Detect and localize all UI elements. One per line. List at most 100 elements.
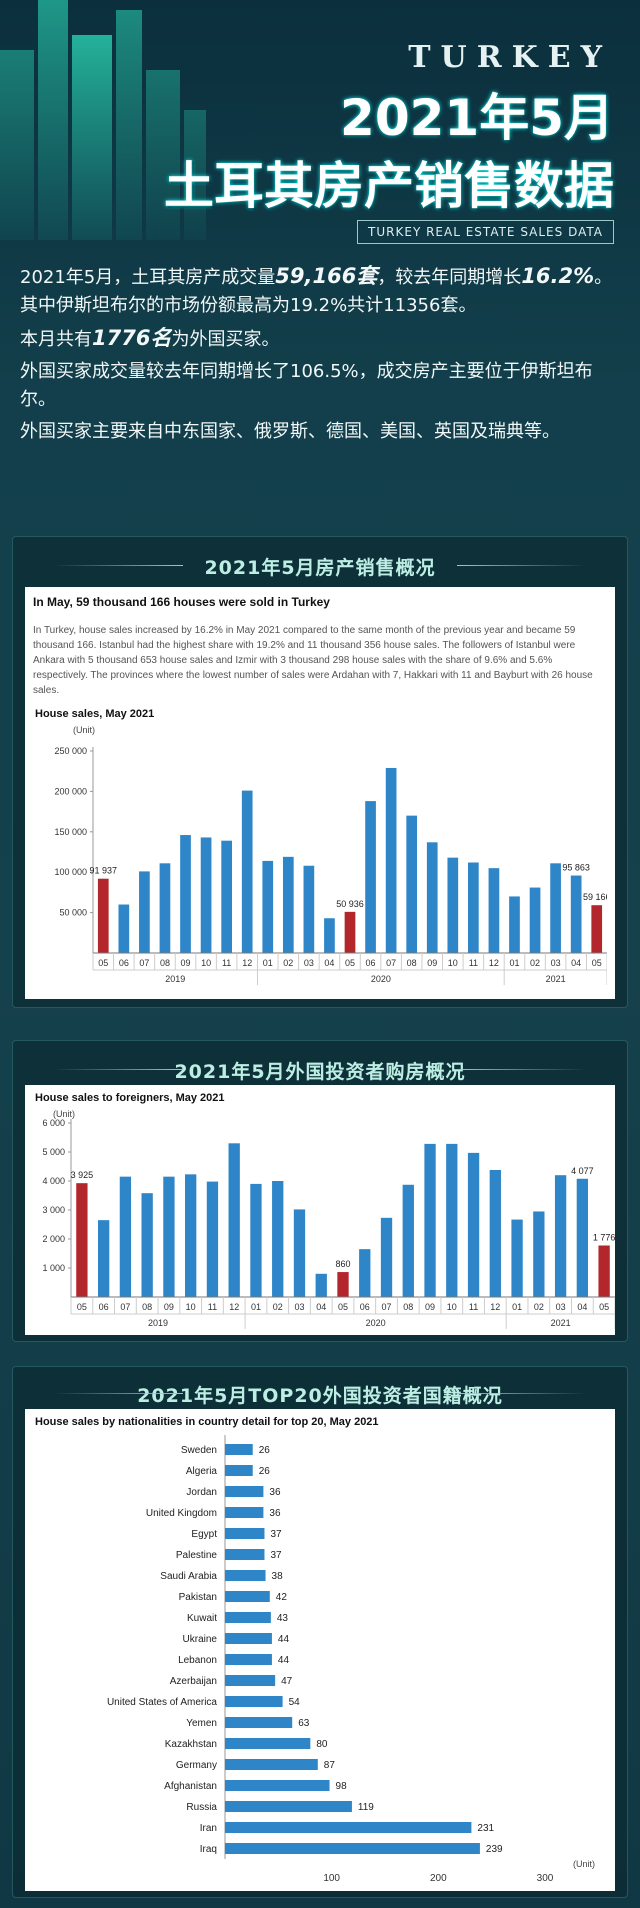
- intro-paragraph-3: 外国买家成交量较去年同期增长了106.5%，成交房产主要位于伊斯坦布尔。: [20, 361, 593, 410]
- x-tick-label: 10: [186, 1302, 196, 1312]
- x-tick-label: 11: [208, 1302, 217, 1312]
- x-tick-label: 06: [360, 1302, 370, 1312]
- data-label: 44: [278, 1634, 290, 1645]
- x-tick-label: 04: [571, 958, 581, 968]
- intro-paragraph-4: 外国买家主要来自中东国家、俄罗斯、德国、美国、英国及瑞典等。: [20, 421, 560, 442]
- intro-p1-a: 2021年5月，土耳其房产成交量: [20, 267, 276, 288]
- bar: [225, 1570, 266, 1581]
- bar: [489, 1169, 501, 1297]
- panel-foreign-sales: 2021年5月外国投资者购房概况 House sales to foreigne…: [12, 1040, 628, 1342]
- bar: [225, 1822, 472, 1833]
- data-label: 3 925: [71, 1170, 94, 1180]
- intro-p2-b: 为外国买家。: [171, 329, 280, 350]
- x-tick-label: 02: [273, 1302, 283, 1312]
- bar: [359, 1249, 371, 1297]
- chart-unit-label: (Unit): [573, 1859, 595, 1869]
- x-tick-label: 05: [592, 958, 602, 968]
- data-label: 91 937: [90, 866, 118, 876]
- intro-p1-b: ，较去年同期增长: [377, 267, 522, 288]
- y-tick-label: 5 000: [42, 1147, 65, 1157]
- x-tick-label: 04: [316, 1302, 326, 1312]
- nationalities-card: House sales by nationalities in country …: [25, 1409, 615, 1891]
- x-tick-label: 03: [294, 1302, 304, 1312]
- x-tick-label: 01: [509, 958, 519, 968]
- category-label: United States of America: [107, 1697, 217, 1708]
- bar: [303, 865, 315, 953]
- bar: [225, 1444, 253, 1455]
- x-tick-label: 300: [537, 1873, 554, 1884]
- x-tick-label: 200: [430, 1873, 447, 1884]
- bar: [511, 1219, 523, 1297]
- bar: [225, 1528, 265, 1539]
- y-tick-label: 3 000: [42, 1205, 65, 1215]
- nationalities-chart: House sales by nationalities in country …: [35, 1416, 595, 1884]
- x-tick-label: 05: [345, 958, 355, 968]
- intro-p1-c: 。其中伊斯坦布尔的市场份额最高为19.2%共计11356套。: [20, 267, 613, 316]
- chart-title: House sales, May 2021: [35, 708, 154, 720]
- x-tick-label: 04: [324, 958, 334, 968]
- bar: [509, 896, 520, 953]
- bar: [385, 767, 397, 953]
- panel-nationalities-title: 2021年5月TOP20外国投资者国籍概况: [13, 1381, 627, 1408]
- house-sales-chart: House sales, May 2021 (Unit) 50 000 100 000…: [35, 708, 607, 985]
- intro-p1-growth: 16.2%: [521, 264, 595, 288]
- x-tick-label: 06: [119, 958, 129, 968]
- data-label: 860: [335, 1259, 350, 1269]
- data-label: 36: [269, 1487, 281, 1498]
- bar: [550, 863, 561, 953]
- bar: [225, 1612, 271, 1623]
- data-label: 59 166: [583, 892, 607, 902]
- panel-house-sales: 2021年5月房产销售概况 In May, 59 thousand 166 ho…: [12, 536, 628, 1008]
- bar: [141, 1193, 153, 1297]
- category-label: Saudi Arabia: [160, 1571, 217, 1582]
- x-tick-label: 02: [534, 1302, 544, 1312]
- bar: [250, 1183, 262, 1297]
- bar: [225, 1654, 272, 1665]
- bar: [402, 1184, 414, 1297]
- bar: [225, 1486, 264, 1497]
- data-label: 50 936: [336, 899, 364, 909]
- bar: [200, 837, 212, 953]
- bar: [406, 815, 418, 953]
- year-label: 2019: [148, 1318, 168, 1328]
- x-tick-label: 08: [142, 1302, 152, 1312]
- hero-banner: TURKEY 2021年5月 土耳其房产销售数据: [0, 0, 640, 240]
- category-label: Russia: [186, 1802, 217, 1813]
- x-tick-label: 03: [556, 1302, 566, 1312]
- bar: [324, 918, 335, 953]
- data-label: 38: [272, 1571, 284, 1582]
- bar: [225, 1507, 264, 1518]
- category-label: Germany: [176, 1760, 217, 1771]
- x-tick-label: 100: [323, 1873, 340, 1884]
- bar: [262, 860, 274, 953]
- intro-p2-foreign: 1776名: [92, 326, 172, 350]
- bar: [533, 1211, 545, 1297]
- bar: [315, 1273, 327, 1297]
- y-tick-label: 200 000: [54, 786, 87, 796]
- bar: [225, 1675, 276, 1686]
- data-label: 95 863: [562, 863, 590, 873]
- x-tick-label: 12: [229, 1302, 239, 1312]
- data-label: 239: [486, 1844, 503, 1855]
- intro-p1-total: 59,166套: [275, 264, 378, 288]
- bar: [225, 1843, 480, 1854]
- category-label: Jordan: [186, 1487, 217, 1498]
- bar: [76, 1183, 88, 1297]
- x-tick-label: 12: [242, 958, 252, 968]
- x-tick-label: 05: [599, 1302, 609, 1312]
- x-tick-label: 08: [403, 1302, 413, 1312]
- data-label: 63: [298, 1718, 310, 1729]
- house-sales-headline: In May, 59 thousand 166 houses were sold…: [33, 595, 330, 609]
- house-sales-body: In Turkey, house sales increased by 16.2…: [33, 625, 593, 696]
- chart-title: House sales by nationalities in country …: [35, 1416, 379, 1428]
- hero-subtitle: TURKEY REAL ESTATE SALES DATA: [357, 220, 614, 244]
- year-label: 2021: [551, 1318, 571, 1328]
- panel-nationalities: 2021年5月TOP20外国投资者国籍概况 House sales by nat…: [12, 1366, 628, 1898]
- x-tick-label: 03: [551, 958, 561, 968]
- bar: [424, 1143, 436, 1297]
- bar: [228, 1143, 240, 1297]
- x-tick-label: 06: [99, 1302, 109, 1312]
- x-tick-label: 10: [447, 1302, 457, 1312]
- data-label: 119: [358, 1802, 374, 1813]
- category-label: Yemen: [186, 1718, 217, 1729]
